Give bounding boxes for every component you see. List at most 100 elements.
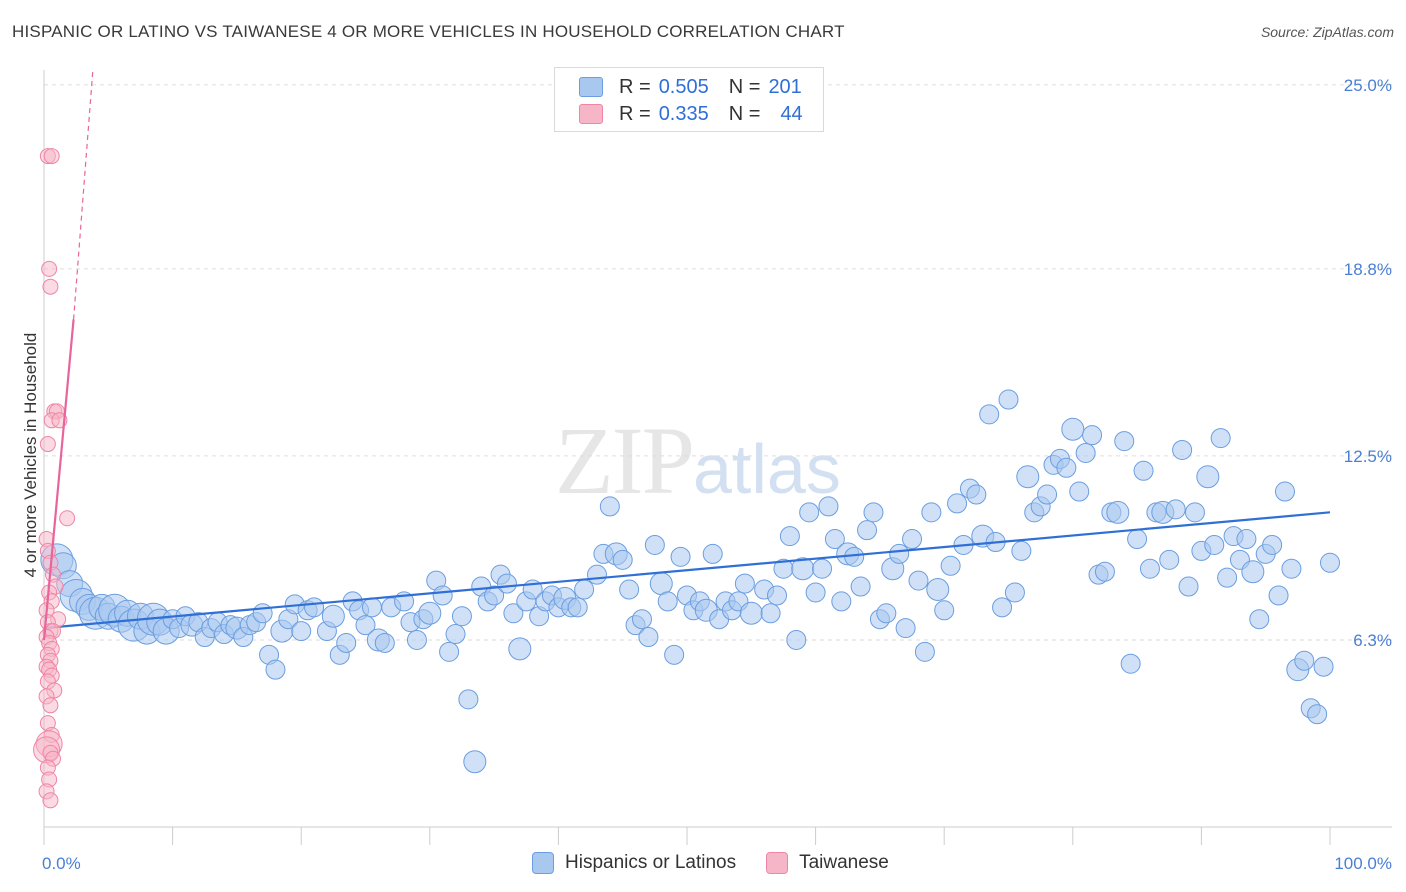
hispanic-point bbox=[760, 603, 781, 624]
hispanic-point bbox=[406, 629, 427, 650]
hispanic-point bbox=[586, 564, 607, 585]
hispanic-point bbox=[908, 570, 929, 591]
hispanic-point bbox=[850, 576, 871, 597]
hispanic-point bbox=[619, 579, 640, 600]
hispanic-point bbox=[914, 641, 935, 662]
hispanic-point bbox=[1241, 560, 1265, 584]
taiwanese-point bbox=[41, 260, 58, 277]
hispanic-point bbox=[812, 558, 833, 579]
y-tick-label: 25.0% bbox=[1344, 76, 1392, 95]
hispanic-point bbox=[355, 615, 376, 636]
y-tick-label: 6.3% bbox=[1353, 631, 1392, 650]
legend-n-value: 201 bbox=[768, 75, 802, 98]
taiwanese-point bbox=[42, 278, 59, 295]
hispanic-point bbox=[895, 618, 916, 639]
legend-label-taiwanese: Taiwanese bbox=[799, 852, 889, 873]
hispanic-point bbox=[998, 389, 1019, 410]
hispanic-point bbox=[574, 579, 595, 600]
hispanic-point bbox=[739, 601, 763, 625]
hispanic-point bbox=[734, 573, 755, 594]
hispanic-point bbox=[1165, 499, 1186, 520]
hispanic-point bbox=[805, 582, 826, 603]
legend-swatch-hispanic bbox=[532, 852, 554, 874]
taiwanese-point bbox=[39, 436, 56, 453]
hispanic-point bbox=[1114, 431, 1135, 452]
hispanic-point bbox=[786, 629, 807, 650]
hispanic-point bbox=[361, 597, 382, 618]
hispanic-point bbox=[1082, 425, 1103, 446]
hispanic-point bbox=[432, 585, 453, 606]
hispanic-point bbox=[612, 549, 633, 570]
legend-item-taiwanese[interactable]: Taiwanese bbox=[766, 852, 889, 874]
y-tick-label: 12.5% bbox=[1344, 447, 1392, 466]
legend-r-value: 0.505 bbox=[658, 75, 709, 98]
legend-swatch-taiwanese bbox=[766, 852, 789, 874]
hispanic-point bbox=[1037, 484, 1058, 505]
hispanic-point bbox=[831, 591, 852, 612]
hispanic-point bbox=[1274, 481, 1295, 502]
hispanic-point bbox=[767, 585, 788, 606]
taiwanese-trendline bbox=[42, 319, 75, 641]
hispanic-point bbox=[1249, 609, 1270, 630]
hispanic-point bbox=[458, 689, 479, 710]
hispanic-point bbox=[1184, 502, 1205, 523]
taiwanese-point bbox=[42, 697, 59, 714]
hispanic-point bbox=[664, 644, 685, 665]
hispanic-trendline bbox=[43, 511, 1331, 630]
legend-row-taiwanese: R = 0.335 N = 44 bbox=[579, 102, 803, 126]
hispanic-point bbox=[1204, 534, 1225, 555]
chart-source: Source: ZipAtlas.com bbox=[1260, 24, 1394, 40]
hispanic-point bbox=[1172, 439, 1193, 460]
hispanic-point bbox=[1178, 576, 1199, 597]
watermark-zip: ZIP bbox=[555, 407, 695, 514]
hispanic-point bbox=[1133, 460, 1154, 481]
hispanic-point bbox=[863, 502, 884, 523]
hispanic-point bbox=[857, 520, 878, 541]
hispanic-point bbox=[1268, 585, 1289, 606]
hispanic-point bbox=[1106, 500, 1130, 524]
hispanic-point bbox=[265, 659, 286, 680]
hispanic-point bbox=[567, 597, 588, 618]
hispanic-point bbox=[445, 624, 466, 645]
hispanic-point bbox=[940, 555, 961, 576]
hispanic-point bbox=[1011, 540, 1032, 561]
hispanic-point bbox=[649, 572, 673, 596]
hispanic-point bbox=[508, 637, 532, 661]
legend-r-label: R = bbox=[619, 75, 651, 98]
legend-r-label: R = bbox=[619, 102, 651, 125]
hispanic-point bbox=[1236, 529, 1257, 550]
hispanic-point bbox=[631, 609, 652, 630]
hispanic-point bbox=[374, 632, 395, 653]
hispanic-point bbox=[451, 606, 472, 627]
hispanic-point bbox=[1217, 567, 1238, 588]
legend-n-label: N = bbox=[728, 102, 761, 125]
hispanic-point bbox=[496, 573, 517, 594]
hispanic-point bbox=[876, 603, 897, 624]
legend-r-value: 0.335 bbox=[658, 102, 709, 125]
hispanic-point bbox=[1120, 653, 1141, 674]
hispanic-point bbox=[463, 750, 487, 774]
legend-n-label: N = bbox=[728, 75, 761, 98]
legend-item-hispanic[interactable]: Hispanics or Latinos bbox=[532, 852, 736, 874]
hispanic-point bbox=[291, 621, 312, 642]
y-tick-label: 18.8% bbox=[1344, 260, 1392, 279]
hispanic-point bbox=[1056, 457, 1077, 478]
chart-title: HISPANIC OR LATINO VS TAIWANESE 4 OR MOR… bbox=[12, 22, 845, 41]
hispanic-point bbox=[304, 597, 325, 618]
legend-swatch-taiwanese bbox=[579, 104, 603, 124]
series-legend: Hispanics or Latinos Taiwanese bbox=[532, 852, 919, 874]
hispanic-point bbox=[702, 543, 723, 564]
taiwanese-point bbox=[59, 510, 76, 527]
hispanic-point bbox=[1320, 552, 1340, 573]
legend-label-hispanic: Hispanics or Latinos bbox=[565, 852, 737, 873]
hispanic-point bbox=[1313, 656, 1334, 677]
x-tick-label: 0.0% bbox=[42, 854, 81, 873]
hispanic-point bbox=[336, 632, 357, 653]
hispanic-point bbox=[889, 543, 910, 564]
hispanic-point bbox=[1262, 534, 1283, 555]
hispanic-point bbox=[1196, 465, 1220, 489]
hispanic-point bbox=[1004, 582, 1025, 603]
hispanic-point bbox=[252, 603, 273, 624]
hispanic-point bbox=[992, 597, 1013, 618]
hispanic-point bbox=[1127, 529, 1148, 550]
